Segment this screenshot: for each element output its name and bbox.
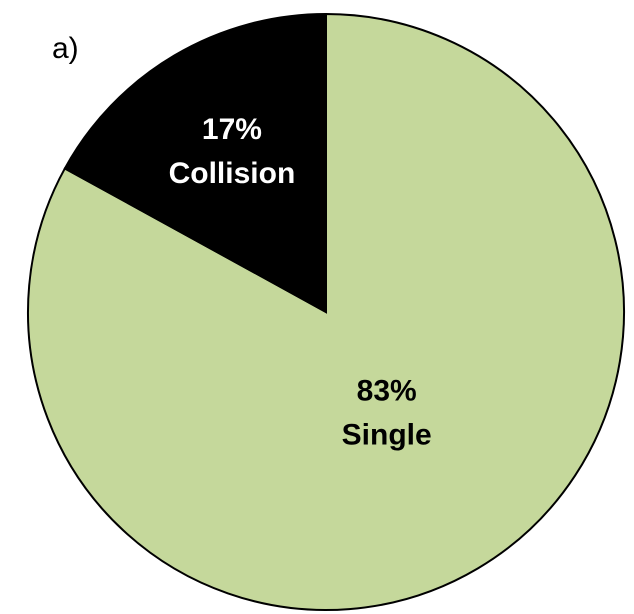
slice-category-label: Collision xyxy=(169,157,296,190)
slice-value-label: 83% xyxy=(357,375,417,408)
panel-label: a) xyxy=(52,32,79,65)
slice-category-label: Single xyxy=(342,419,432,452)
pie-slice xyxy=(63,12,327,314)
slice-value-label: 17% xyxy=(202,113,262,146)
